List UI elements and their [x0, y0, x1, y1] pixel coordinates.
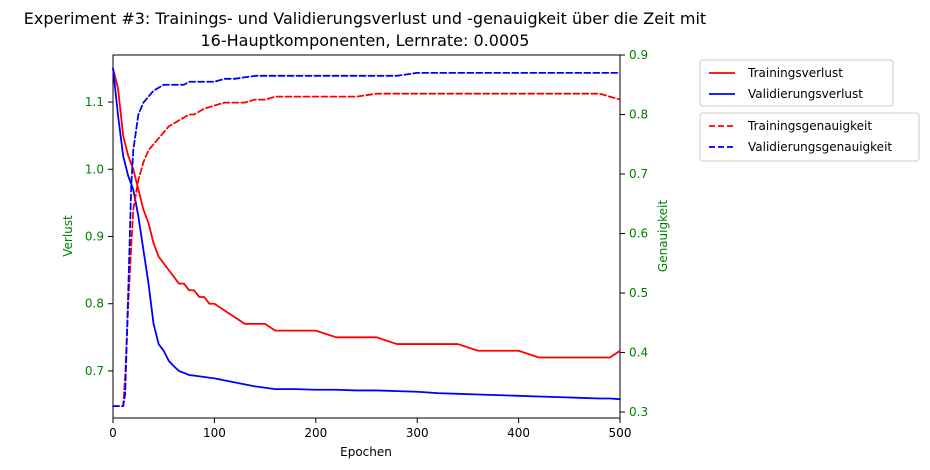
legend-bottom: Trainingsgenauigkeit Validierungsgenauig… — [699, 112, 920, 162]
y-right-tick-label: 0.3 — [629, 405, 648, 419]
x-axis-label: Epochen — [340, 445, 392, 459]
y-right-axis-label: Genauigkeit — [656, 200, 670, 272]
series-line-trainingsverlust — [112, 67, 621, 359]
y-left-tick-label: 1.0 — [85, 162, 104, 176]
legend-top-box — [699, 59, 894, 107]
series-line-validierungsverlust — [112, 67, 621, 401]
y-left-tick-label: 0.9 — [85, 230, 104, 244]
series-layer — [112, 67, 621, 408]
legend-trainingsverlust-label: Trainingsverlust — [747, 66, 843, 80]
y-right-tick-label: 0.4 — [629, 346, 648, 360]
chart-title: Experiment #3: Trainings- und Validierun… — [24, 9, 706, 28]
x-tick-label: 500 — [609, 426, 632, 440]
chart-subtitle: 16-Hauptkomponenten, Lernrate: 0.0005 — [201, 31, 530, 50]
plot-frame — [112, 54, 621, 419]
axis-layer: 0 100 200 300 400 500 0.7 0.8 0.9 1.0 1.1 0.3 0.4 0.5… — [85, 48, 648, 440]
legend-validierungsgenauigkeit-label: Validierungsgenauigkeit — [748, 140, 892, 154]
legend-bottom-box — [699, 112, 920, 162]
legend-top: Trainingsverlust Validierungsverlust — [699, 59, 894, 107]
y-right-tick-label: 0.5 — [629, 286, 648, 300]
series-line-validierungsgenauigkeit — [112, 71, 621, 408]
x-tick-label: 300 — [406, 426, 429, 440]
x-tick-label: 400 — [507, 426, 530, 440]
y-left-tick-label: 0.8 — [85, 297, 104, 311]
y-left-axis-label: Verlust — [61, 215, 75, 257]
y-right-tick-label: 0.9 — [629, 48, 648, 62]
x-tick-label: 0 — [109, 426, 117, 440]
y-left-tick-label: 0.7 — [85, 364, 104, 378]
y-right-tick-label: 0.6 — [629, 227, 648, 241]
x-tick-label: 200 — [304, 426, 327, 440]
series-line-trainingsgenauigkeit — [112, 92, 621, 408]
y-left-tick-label: 1.1 — [85, 95, 104, 109]
legend-validierungsverlust-label: Validierungsverlust — [748, 87, 863, 101]
y-right-tick-label: 0.7 — [629, 167, 648, 181]
y-right-tick-label: 0.8 — [629, 108, 648, 122]
legend-trainingsgenauigkeit-label: Trainingsgenauigkeit — [747, 119, 872, 133]
x-tick-label: 100 — [203, 426, 226, 440]
